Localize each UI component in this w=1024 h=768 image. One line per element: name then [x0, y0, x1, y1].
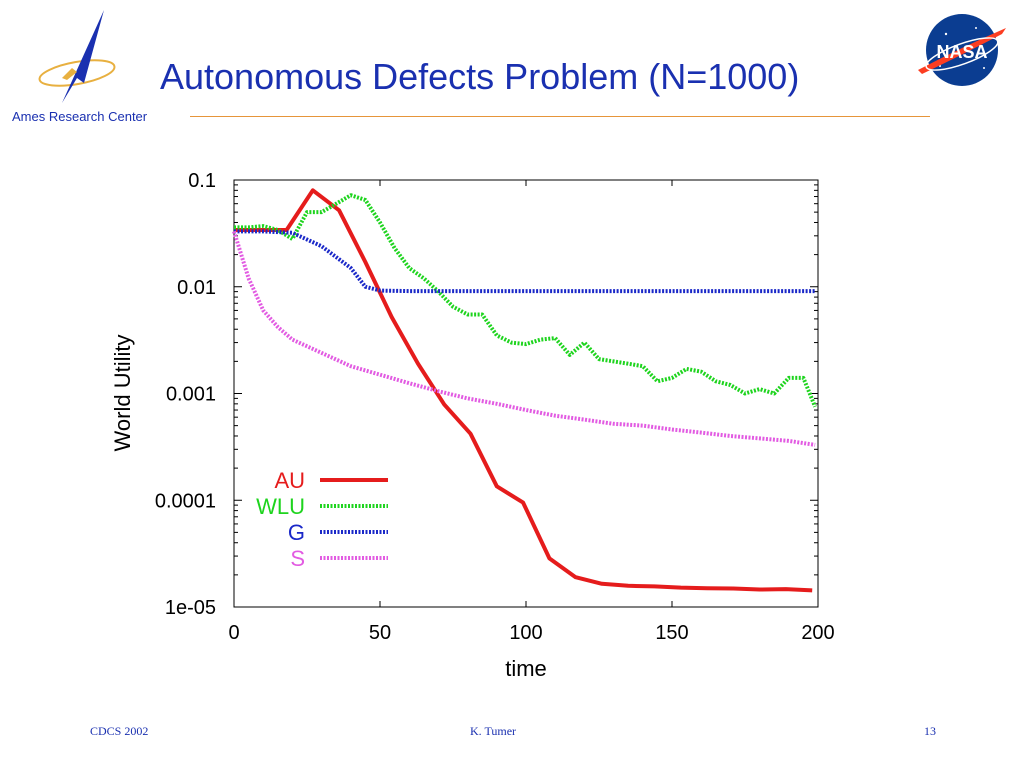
legend-label-au: AU: [274, 468, 305, 493]
x-tick-label: 0: [228, 622, 239, 644]
series-line-wlu: [234, 193, 817, 408]
plot-frame: [233, 179, 819, 608]
ames-research-center-label: Ames Research Center: [12, 109, 148, 124]
world-utility-chart: 0 50 100 150 200 0.1 0.01 0.001 0.0001 1e-05 AUWL…: [110, 170, 835, 680]
legend-label-wlu: WLU: [256, 494, 305, 519]
x-tick-label: 100: [509, 622, 542, 644]
y-tick-label: 0.01: [177, 277, 216, 299]
ames-logo: [38, 10, 116, 103]
y-tick-label: 0.001: [166, 384, 216, 406]
x-tick-label: 200: [801, 622, 834, 644]
y-tick-label: 0.1: [188, 170, 216, 192]
y-tick-label: 1e-05: [165, 597, 216, 619]
y-axis-label: World Utility: [110, 335, 135, 452]
series-line-au: [234, 188, 813, 593]
legend-label-s: S: [290, 546, 305, 571]
nasa-logo: NASA: [918, 14, 1006, 86]
footer-conference: CDCS 2002: [90, 724, 149, 738]
series-line-g: [234, 229, 816, 294]
x-tick-label: 150: [655, 622, 688, 644]
footer-page-number: 13: [924, 724, 936, 738]
legend-label-g: G: [288, 520, 305, 545]
nasa-logo-text: NASA: [936, 42, 987, 62]
title-rule: [190, 116, 930, 117]
x-tick-label: 50: [369, 622, 391, 644]
y-tick-label: 0.0001: [155, 490, 216, 512]
slide-title: Autonomous Defects Problem (N=1000): [160, 56, 800, 97]
x-axis-label: time: [505, 656, 547, 680]
series-line-s: [232, 230, 816, 447]
axis-ticks: 0 50 100 150 200 0.1 0.01 0.001 0.0001 1e-05: [155, 170, 835, 644]
series-lines: [232, 188, 817, 593]
footer-author: K. Tumer: [470, 724, 517, 738]
